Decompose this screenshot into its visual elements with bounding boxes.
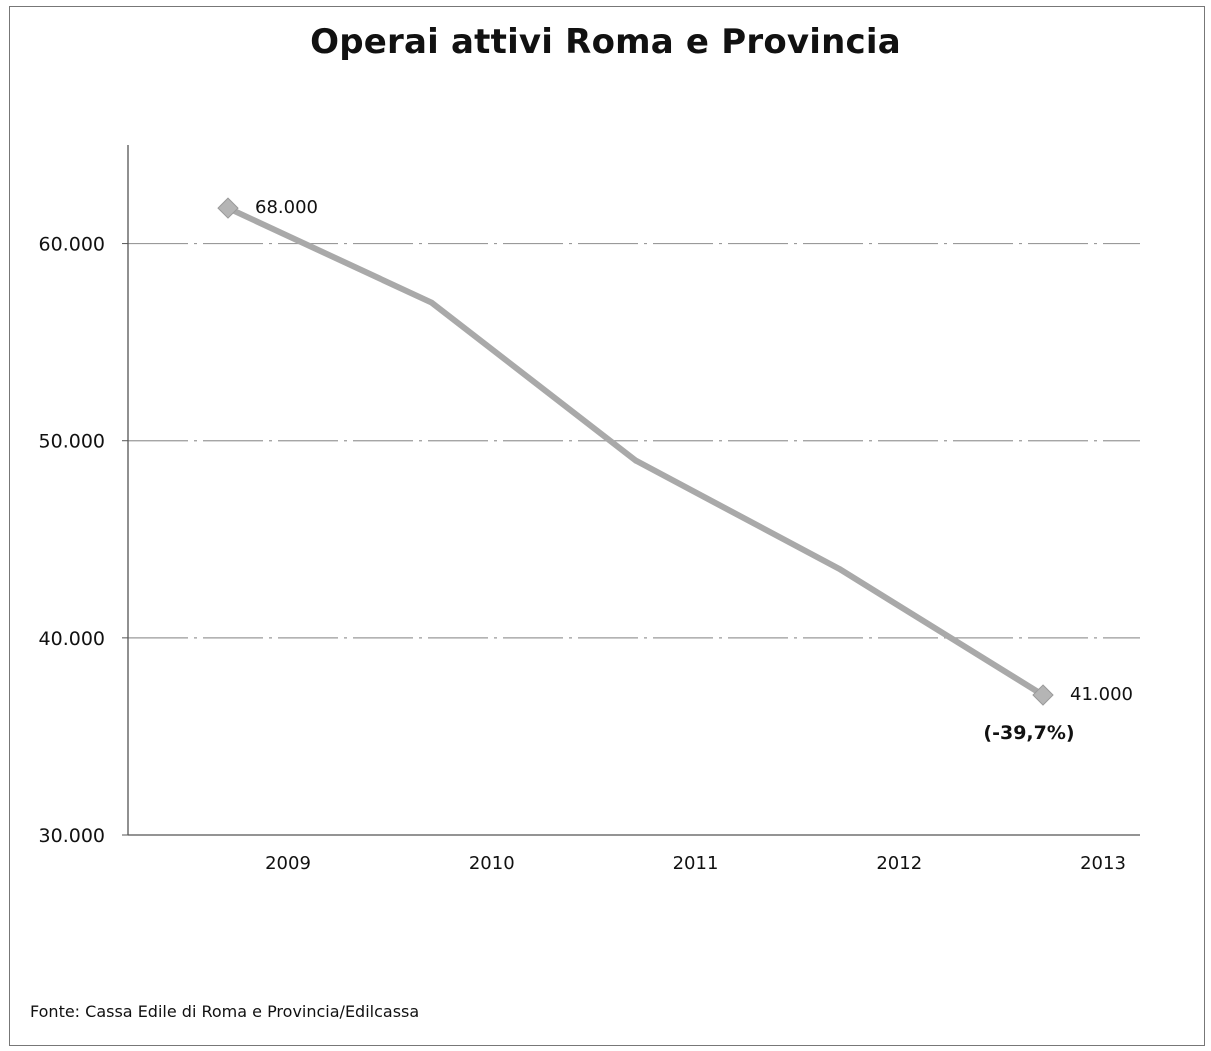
data-point-marker — [1032, 684, 1054, 706]
x-tick-label: 2012 — [876, 853, 922, 874]
y-tick-label: 40.000 — [39, 628, 105, 650]
chart-title: Operai attivi Roma e Provincia — [310, 22, 901, 62]
chart-frame — [9, 6, 1205, 1046]
y-tick-label: 60.000 — [39, 234, 105, 256]
x-tick-label: 2011 — [673, 853, 719, 874]
x-tick-label: 2010 — [469, 853, 515, 874]
source-note: Fonte: Cassa Edile di Roma e Provincia/E… — [30, 1002, 420, 1021]
data-label-note: (-39,7%) — [983, 722, 1074, 744]
data-label: 68.000 — [255, 197, 318, 218]
x-tick-label: 2013 — [1080, 853, 1126, 874]
y-tick-label: 30.000 — [39, 825, 105, 847]
y-tick-label: 50.000 — [39, 431, 105, 453]
series-line — [225, 205, 1046, 699]
x-tick-label: 2009 — [265, 853, 311, 874]
data-label: 41.000 — [1070, 684, 1133, 705]
data-point-marker — [217, 197, 239, 219]
